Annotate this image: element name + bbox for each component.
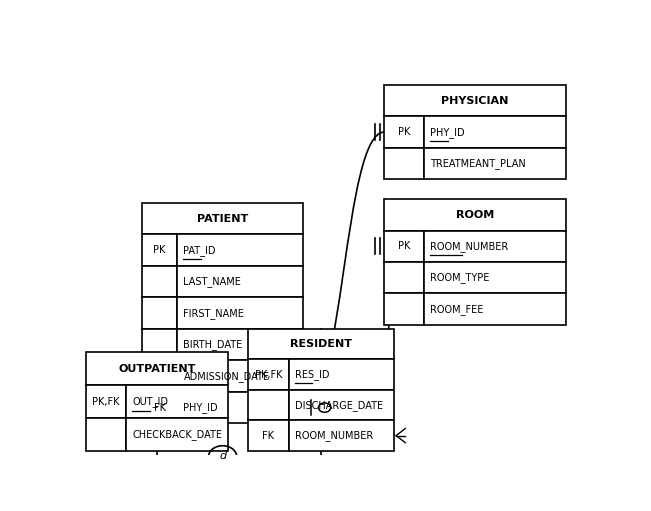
Bar <box>424 117 566 148</box>
Bar <box>384 262 424 293</box>
Text: ROOM: ROOM <box>456 210 494 220</box>
Text: BIRTH_DATE: BIRTH_DATE <box>184 339 243 350</box>
Bar <box>178 360 303 392</box>
Text: PATIENT: PATIENT <box>197 214 248 224</box>
Text: ADMISSION_DATE: ADMISSION_DATE <box>184 370 270 382</box>
Text: CHECKBACK_DATE: CHECKBACK_DATE <box>132 429 222 440</box>
Bar <box>289 359 395 390</box>
Bar <box>424 262 566 293</box>
Bar <box>424 148 566 179</box>
Bar <box>87 385 126 418</box>
Bar <box>289 390 395 421</box>
Text: OUT_ID: OUT_ID <box>132 396 168 407</box>
Bar <box>178 392 303 423</box>
Bar <box>384 85 566 117</box>
Text: PK: PK <box>398 241 410 251</box>
Bar <box>142 392 178 423</box>
Text: FK: FK <box>154 403 165 412</box>
Bar <box>384 293 424 325</box>
Bar <box>424 293 566 325</box>
Bar <box>248 329 394 359</box>
Text: ROOM_TYPE: ROOM_TYPE <box>430 272 490 283</box>
Bar <box>289 421 395 451</box>
Bar <box>384 199 566 230</box>
Text: TREATMEANT_PLAN: TREATMEANT_PLAN <box>430 158 526 169</box>
Text: RESIDENT: RESIDENT <box>290 339 352 349</box>
Text: PHYSICIAN: PHYSICIAN <box>441 96 508 106</box>
Text: DISCHARGE_DATE: DISCHARGE_DATE <box>295 400 383 410</box>
Bar <box>248 359 289 390</box>
Bar <box>248 421 289 451</box>
Text: PK: PK <box>398 127 410 137</box>
Text: ROOM_NUMBER: ROOM_NUMBER <box>430 241 508 252</box>
Bar <box>178 329 303 360</box>
Text: ROOM_NUMBER: ROOM_NUMBER <box>295 430 373 441</box>
Bar <box>248 390 289 421</box>
Text: PK: PK <box>154 245 166 255</box>
Bar <box>126 385 228 418</box>
Bar <box>142 329 178 360</box>
Text: d: d <box>219 451 226 461</box>
Text: FK: FK <box>262 431 274 440</box>
Text: OUTPATIENT: OUTPATIENT <box>118 364 196 374</box>
Text: LAST_NAME: LAST_NAME <box>184 276 242 287</box>
Bar <box>178 235 303 266</box>
Bar <box>142 360 178 392</box>
Text: RES_ID: RES_ID <box>295 369 329 380</box>
Text: PHY_ID: PHY_ID <box>430 127 465 137</box>
Bar <box>384 230 424 262</box>
Text: FIRST_NAME: FIRST_NAME <box>184 308 244 318</box>
Bar <box>142 203 303 235</box>
Bar <box>384 148 424 179</box>
Bar <box>126 418 228 451</box>
Bar <box>142 266 178 297</box>
Bar <box>424 230 566 262</box>
Text: ROOM_FEE: ROOM_FEE <box>430 304 484 315</box>
Bar <box>87 353 228 385</box>
Bar <box>178 266 303 297</box>
Bar <box>178 297 303 329</box>
Bar <box>142 297 178 329</box>
Bar <box>384 117 424 148</box>
Text: PHY_ID: PHY_ID <box>184 402 218 413</box>
Text: PK,FK: PK,FK <box>92 397 120 407</box>
Text: PAT_ID: PAT_ID <box>184 245 216 256</box>
Bar <box>87 418 126 451</box>
Bar <box>142 235 178 266</box>
Text: PK,FK: PK,FK <box>255 369 282 380</box>
